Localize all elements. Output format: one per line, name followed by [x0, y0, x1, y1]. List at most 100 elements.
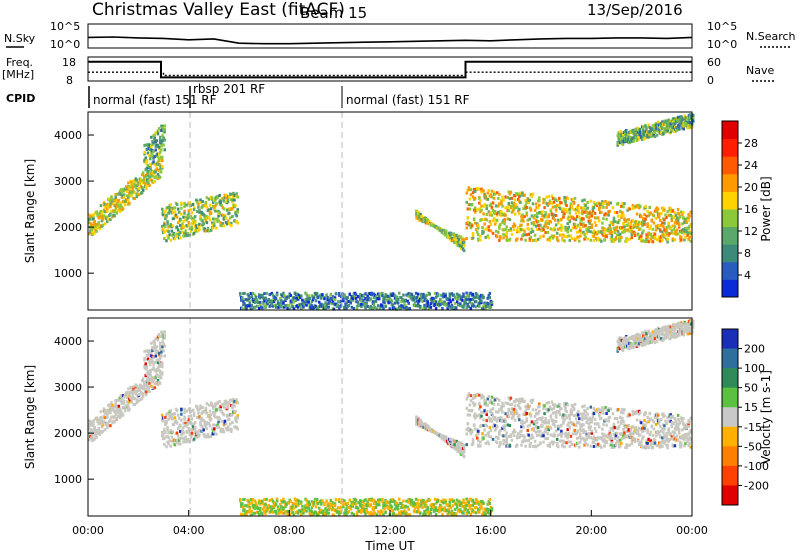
power-data-cell — [647, 123, 650, 127]
velocity-data-cell — [486, 397, 490, 401]
power-data-cell — [563, 234, 566, 238]
power-data-cell — [118, 205, 122, 209]
power-data-cell — [393, 301, 397, 305]
power-data-cell — [207, 208, 211, 212]
power-data-cell — [547, 222, 551, 226]
power-data-cell — [517, 209, 520, 213]
power-data-cell — [643, 222, 646, 226]
power-data-cell — [354, 296, 358, 300]
power-data-cell — [661, 230, 664, 234]
power-data-cell — [130, 180, 133, 184]
velocity-data-cell — [550, 440, 554, 444]
power-data-cell — [610, 239, 614, 243]
velocity-data-cell — [477, 439, 480, 443]
power-data-cell — [523, 215, 526, 219]
velocity-data-cell — [601, 432, 604, 436]
power-data-cell — [525, 213, 528, 217]
velocity-data-cell — [175, 431, 179, 435]
power-data-cell — [455, 233, 459, 237]
power-data-cell — [509, 228, 513, 232]
power-data-cell — [544, 211, 547, 215]
power-data-cell — [127, 181, 130, 185]
velocity-data-cell — [88, 424, 91, 428]
velocity-data-cell — [578, 445, 581, 449]
power-data-cell — [532, 216, 536, 220]
power-data-cell — [383, 295, 386, 299]
velocity-data-cell — [568, 426, 572, 430]
power-data-cell — [93, 222, 96, 226]
velocity-data-cell — [477, 429, 480, 433]
velocity-data-cell — [218, 399, 221, 403]
power-data-cell — [164, 217, 167, 221]
velocity-data-cell — [152, 355, 155, 359]
power-data-cell — [314, 299, 318, 303]
power-data-cell — [192, 208, 196, 212]
power-data-cell — [494, 229, 498, 233]
power-data-cell — [596, 238, 600, 242]
velocity-data-cell — [236, 414, 239, 418]
power-data-cell — [444, 294, 447, 298]
velocity-data-cell — [472, 414, 476, 418]
power-data-cell — [426, 304, 429, 308]
velocity-data-cell — [594, 442, 598, 446]
power-data-cell — [325, 293, 328, 297]
power-data-cell — [208, 203, 212, 207]
power-data-cell — [191, 203, 195, 207]
velocity-data-cell — [204, 406, 208, 410]
velocity-data-cell — [552, 406, 556, 410]
power-data-cell — [523, 193, 526, 197]
velocity-data-cell — [522, 425, 525, 429]
velocity-data-cell — [96, 432, 99, 436]
power-data-cell — [617, 218, 621, 222]
power-data-cell — [555, 203, 559, 207]
velocity-data-cell — [486, 440, 490, 444]
velocity-data-cell — [224, 426, 228, 430]
power-data-cell — [571, 226, 575, 230]
power-data-cell — [317, 300, 321, 304]
power-data-cell — [579, 226, 582, 230]
power-data-cell — [275, 291, 279, 295]
power-data-cell — [110, 209, 113, 213]
velocity-data-cell — [573, 428, 577, 432]
power-data-cell — [664, 130, 667, 134]
power-data-cell — [513, 194, 517, 198]
power-data-cell — [594, 216, 598, 220]
power-data-cell — [459, 302, 462, 306]
power-data-cell — [498, 238, 501, 242]
velocity-data-cell — [207, 403, 211, 407]
power-data-cell — [141, 171, 145, 175]
power-data-cell — [490, 213, 494, 217]
power-data-cell — [384, 305, 387, 309]
velocity-data-cell — [190, 431, 194, 435]
velocity-data-cell — [529, 414, 533, 418]
power-data-cell — [632, 225, 636, 229]
velocity-data-cell — [455, 444, 459, 448]
power-data-cell — [590, 225, 594, 229]
velocity-data-cell — [469, 399, 473, 403]
velocity-data-cell — [501, 410, 504, 414]
velocity-data-cell — [479, 416, 482, 420]
power-data-cell — [642, 125, 645, 129]
velocity-data-cell — [163, 427, 166, 431]
power-data-cell — [660, 223, 663, 227]
power-data-cell — [198, 210, 201, 214]
velocity-data-cell — [602, 423, 605, 427]
power-data-cell — [564, 228, 567, 232]
velocity-data-cell — [203, 433, 207, 437]
freq-tick-low: 8 — [66, 74, 73, 87]
velocity-data-cell — [575, 421, 579, 425]
power-data-cell — [644, 131, 647, 135]
velocity-data-cell — [525, 417, 528, 421]
power-data-cell — [609, 220, 613, 224]
velocity-data-cell — [535, 421, 539, 425]
power-data-cell — [683, 219, 686, 223]
power-data-cell — [279, 302, 282, 306]
velocity-data-cell — [591, 437, 595, 441]
velocity-data-cell — [468, 409, 472, 413]
velocity-data-cell — [478, 413, 481, 417]
power-data-cell — [612, 239, 616, 243]
velocity-data-cell — [151, 359, 154, 363]
velocity-data-cell — [592, 440, 596, 444]
velocity-data-cell — [88, 419, 91, 423]
power-data-cell — [402, 293, 405, 297]
